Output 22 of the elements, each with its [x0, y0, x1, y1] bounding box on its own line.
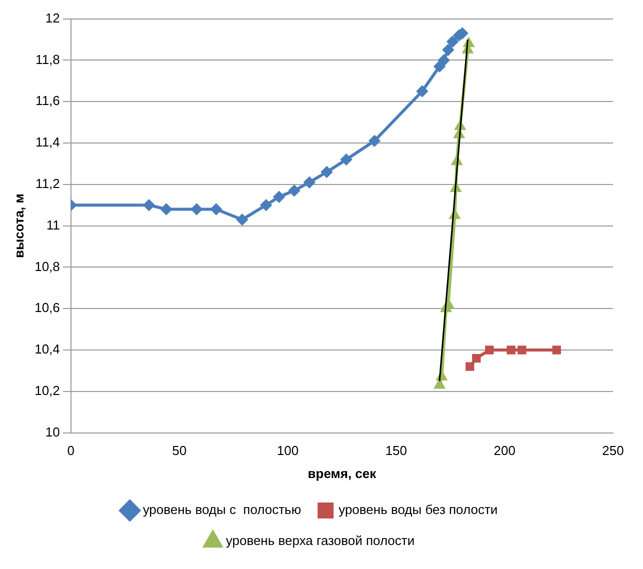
- legend-label: уровень воды с полостью: [142, 502, 302, 518]
- y-tick-label: 11,6: [36, 93, 60, 108]
- x-tick-label: 100: [276, 443, 299, 458]
- x-axis-title: время, сек: [308, 466, 377, 481]
- y-tick-label: 10,4: [34, 342, 60, 357]
- legend-label: уровень верха газовой полости: [226, 533, 415, 548]
- y-tick-label: 11: [46, 217, 60, 232]
- y-tick-label: 10,2: [34, 382, 60, 398]
- x-tick-label: 200: [494, 443, 516, 458]
- y-tick-label: 11,4: [36, 134, 60, 150]
- y-tick-label: 10,8: [34, 258, 60, 274]
- x-tick-label: 250: [602, 443, 624, 458]
- y-tick-label: 10,6: [34, 300, 60, 316]
- y-tick-label: 11,2: [36, 176, 60, 191]
- y-tick-label: 12: [45, 10, 60, 26]
- legend-label: уровень воды без полости: [338, 502, 498, 518]
- y-axis-title: высота, м: [11, 194, 26, 258]
- y-tick-label: 11,8: [36, 52, 60, 67]
- x-tick-label: 0: [67, 443, 75, 458]
- x-tick-label: 150: [385, 443, 408, 458]
- x-tick-label: 50: [172, 443, 187, 458]
- y-tick-label: 10: [45, 424, 60, 440]
